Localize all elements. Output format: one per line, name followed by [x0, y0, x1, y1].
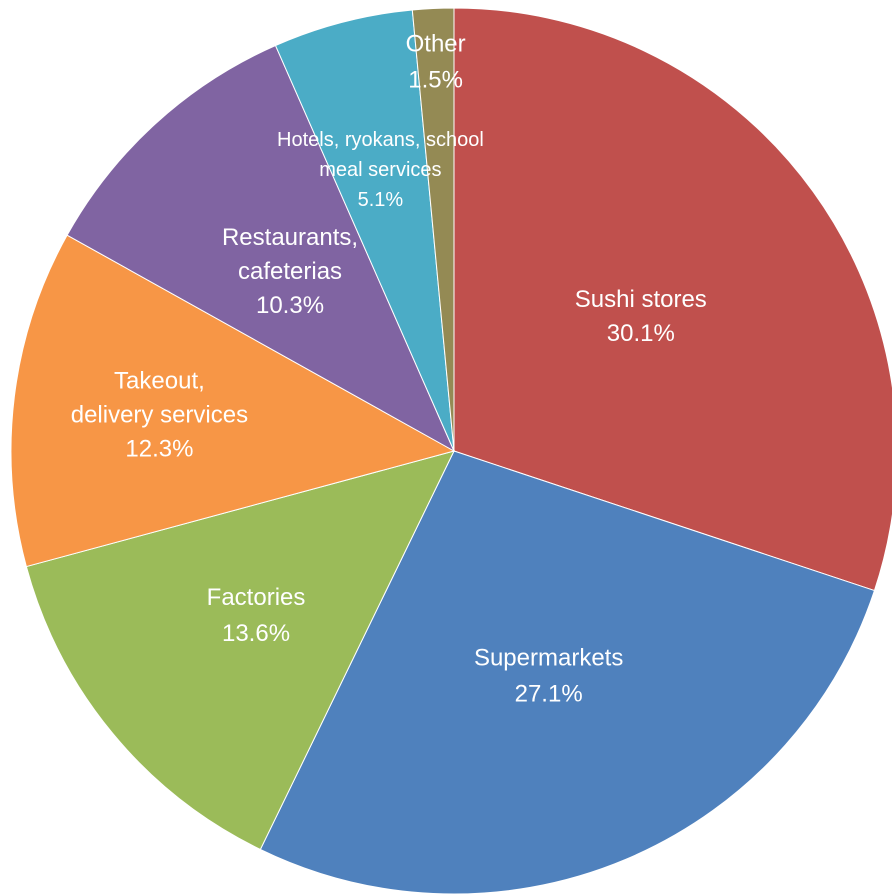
pie-slice	[259, 450, 876, 895]
slice-percent: 5.1%	[358, 189, 404, 211]
slice-name: Restaurants,	[222, 224, 358, 251]
pie-labels: Sushi stores 30.1% Supermarkets 27.1% Factor…	[71, 31, 707, 708]
slice-label: Restaurants, cafeterias 10.3%	[222, 224, 358, 319]
pie-slice	[411, 7, 455, 452]
slice-percent: 10.3%	[256, 292, 324, 319]
slice-percent: 13.6%	[222, 620, 290, 647]
slice-name: Takeout,	[114, 368, 205, 395]
slice-percent: 12.3%	[125, 436, 193, 463]
slice-label: Sushi stores 30.1%	[575, 286, 707, 347]
slice-percent: 1.5%	[408, 67, 463, 94]
slice-name: Supermarkets	[474, 645, 623, 672]
pie-slices	[10, 7, 892, 895]
slice-name: cafeterias	[238, 258, 342, 285]
slice-name: Hotels, ryokans, school	[277, 129, 484, 151]
pie-slice	[25, 450, 455, 851]
slice-label: Supermarkets 27.1%	[474, 645, 623, 708]
slice-name: Other	[406, 31, 466, 58]
slice-name: meal services	[319, 159, 441, 181]
slice-percent: 30.1%	[607, 320, 675, 347]
slice-name: delivery services	[71, 402, 248, 429]
slice-name: Sushi stores	[575, 286, 707, 313]
slice-label: Other 1.5%	[406, 31, 466, 94]
pie-slice	[10, 234, 456, 568]
slice-label: Factories 13.6%	[207, 584, 306, 647]
pie-slice	[66, 44, 456, 453]
pie-slice	[274, 9, 455, 452]
pie-slice	[453, 7, 892, 592]
slice-label: Hotels, ryokans, school meal services 5.1%	[277, 129, 484, 211]
slice-name: Factories	[207, 584, 306, 611]
slice-label: Takeout, delivery services 12.3%	[71, 368, 248, 463]
slice-percent: 27.1%	[515, 681, 583, 708]
